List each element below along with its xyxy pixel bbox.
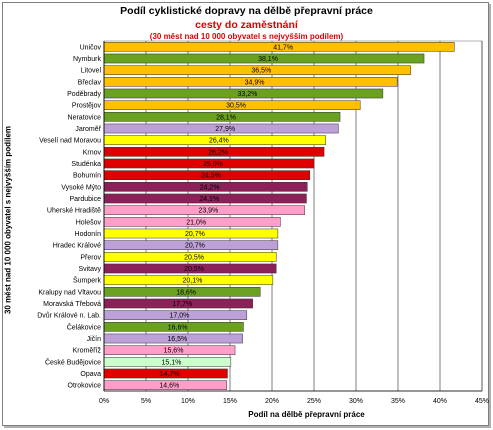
x-tick-label: 40% — [433, 398, 447, 405]
category-label: Přerov — [80, 254, 101, 261]
data-label: 27,9% — [215, 126, 235, 133]
data-label: 28,1% — [216, 114, 236, 121]
x-tick-label: 10% — [181, 398, 195, 405]
category-label: Holešov — [76, 219, 102, 226]
data-label: 14,6% — [159, 383, 179, 390]
category-label: Kroměříž — [73, 348, 102, 355]
category-label: Hodonín — [75, 231, 102, 238]
x-tick-label: 20% — [265, 398, 279, 405]
data-label: 33,2% — [238, 91, 258, 98]
data-label: 26,2% — [208, 149, 228, 156]
data-label: 24,5% — [201, 173, 221, 180]
category-label: Čelákovice — [67, 322, 101, 331]
data-label: 38,1% — [258, 56, 278, 63]
category-label: Vysoké Mýto — [61, 184, 101, 191]
category-label: Krnov — [83, 149, 102, 156]
chart-title: Podíl cyklistické dopravy na dělbě přepr… — [120, 5, 373, 17]
category-label: Litovel — [81, 68, 102, 75]
data-label: 30,5% — [226, 103, 246, 110]
data-label: 14,7% — [160, 371, 180, 378]
x-tick-label: 45% — [475, 398, 489, 405]
category-label: Pardubice — [69, 196, 101, 203]
data-label: 16,6% — [168, 324, 188, 331]
category-label: Kralupy nad Vltavou — [38, 289, 101, 296]
x-tick-label: 30% — [349, 398, 363, 405]
category-label: Šumperk — [73, 276, 102, 285]
category-label: Moravská Třebová — [43, 301, 101, 308]
category-label: Poděbrady — [67, 91, 101, 98]
category-label: Břeclav — [78, 79, 102, 86]
data-label: 18,6% — [176, 289, 196, 296]
data-label: 20,5% — [184, 254, 204, 261]
data-label: 15,1% — [161, 359, 181, 366]
x-tick-label: 0% — [99, 398, 109, 405]
category-label: Jaroměř — [75, 126, 101, 133]
category-label: České Budějovice — [45, 357, 101, 366]
category-label: Jičín — [87, 336, 102, 343]
category-label: Nymburk — [73, 56, 102, 63]
category-label: Dvůr Králové n. Lab. — [37, 312, 101, 320]
category-label: Studénka — [71, 161, 101, 168]
data-label: 25,0% — [203, 161, 223, 168]
data-label: 17,7% — [172, 301, 192, 308]
data-label: 41,7% — [273, 44, 293, 51]
data-label: 16,5% — [167, 336, 187, 343]
category-label: Uničov — [80, 44, 102, 51]
data-label: 34,9% — [245, 79, 265, 86]
data-label: 26,4% — [209, 138, 229, 145]
data-label: 15,6% — [164, 348, 184, 355]
x-tick-label: 25% — [307, 398, 321, 405]
category-label: Svitavy — [78, 266, 101, 273]
category-label: Prostějov — [72, 103, 102, 110]
data-label: 36,5% — [251, 68, 271, 75]
data-label: 24,1% — [199, 196, 219, 203]
x-tick-label: 5% — [141, 398, 151, 405]
category-label: Veselí nad Moravou — [39, 138, 101, 145]
category-label: Otrokovice — [68, 383, 102, 390]
category-label: Neratovice — [68, 114, 102, 121]
data-label: 23,9% — [198, 208, 218, 215]
data-label: 24,2% — [200, 184, 220, 191]
category-label: Bohumín — [73, 173, 101, 180]
x-tick-label: 15% — [223, 398, 237, 405]
data-label: 17,0% — [169, 313, 189, 320]
category-label: Opava — [80, 371, 101, 378]
data-label: 21,0% — [186, 219, 206, 226]
x-axis-label: Podíl na dělbě přepravní práce — [248, 410, 365, 419]
data-label: 20,7% — [185, 231, 205, 238]
category-label: Hradec Králové — [53, 243, 101, 250]
chart-note: (30 měst nad 10 000 obyvatel s nejvyšším… — [149, 32, 344, 41]
x-tick-label: 35% — [391, 398, 405, 405]
data-label: 20,1% — [182, 278, 202, 285]
category-label: Uherské Hradiště — [47, 208, 101, 215]
data-label: 20,5% — [184, 266, 204, 273]
chart-subtitle: cesty do zaměstnání — [195, 19, 298, 31]
data-label: 20,7% — [185, 243, 205, 250]
